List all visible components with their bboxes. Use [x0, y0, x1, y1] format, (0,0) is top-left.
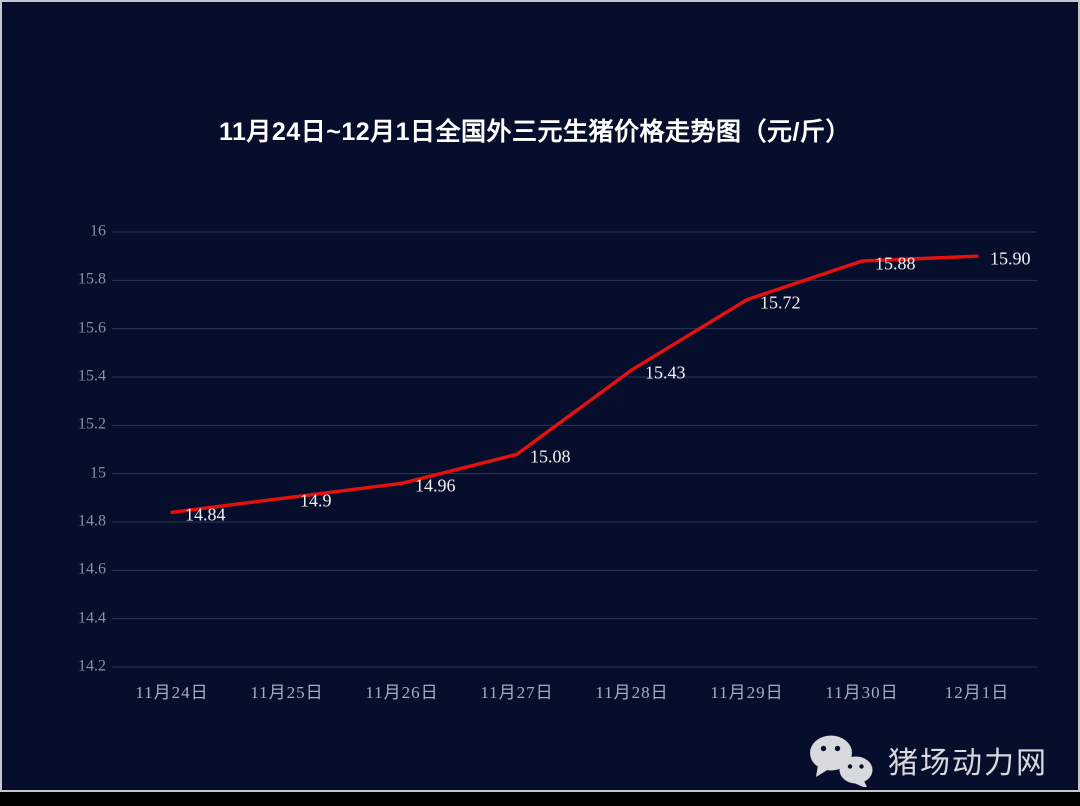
data-label: 15.43: [645, 362, 686, 383]
x-axis-tick-label: 11月29日: [710, 683, 784, 702]
chart-title: 11月24日~12月1日全国外三元生猪价格走势图（元/斤）: [219, 118, 851, 146]
y-axis-tick-label: 14.2: [78, 657, 106, 675]
y-axis-tick-label: 15.2: [78, 415, 106, 433]
x-axis-tick-label: 11月24日: [135, 683, 209, 702]
price-line: [170, 254, 979, 514]
data-label: 15.90: [990, 248, 1031, 269]
x-axis-tick-label: 11月30日: [825, 683, 899, 702]
x-axis-tick-label: 11月28日: [595, 683, 669, 702]
y-axis-tick-label: 15.8: [78, 270, 106, 288]
bottom-band: [0, 792, 1080, 806]
watermark-text: 猪场动力网: [888, 747, 1048, 780]
wechat-icon: [810, 735, 873, 787]
data-label: 15.72: [760, 292, 801, 313]
x-axis-tick-label: 12月1日: [944, 683, 1010, 702]
data-label: 15.08: [530, 446, 571, 467]
x-axis-tick-label: 11月26日: [365, 683, 439, 702]
data-label: 14.84: [185, 504, 226, 525]
data-label: 14.96: [415, 475, 456, 496]
y-axis-tick-label: 14.8: [78, 512, 106, 530]
y-axis-tick-label: 15.6: [78, 319, 106, 337]
y-axis-tick-label: 16: [90, 222, 106, 240]
y-axis-tick-label: 14.4: [78, 609, 106, 627]
data-label: 14.9: [300, 490, 332, 511]
x-axis-tick-label: 11月25日: [250, 683, 324, 702]
y-axis-tick-label: 15.4: [78, 367, 106, 385]
y-axis-tick-label: 15: [90, 464, 106, 482]
x-axis-tick-label: 11月27日: [480, 683, 554, 702]
watermark: 猪场动力网: [806, 733, 1048, 787]
y-axis-tick-label: 14.6: [78, 560, 106, 578]
data-label: 15.88: [875, 253, 916, 274]
